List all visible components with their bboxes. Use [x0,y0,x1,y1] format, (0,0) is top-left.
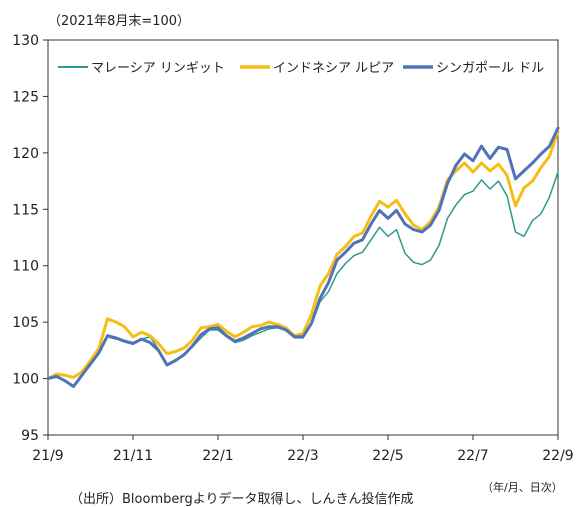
y-tick-label: 95 [21,428,39,444]
x-tick-label: 21/11 [113,448,153,464]
x-axis-unit: （年/月、日次） [482,481,563,494]
x-tick-label: 22/5 [372,448,403,464]
x-tick-label: 22/9 [542,448,573,464]
legend-label: インドネシア ルピア [273,61,394,76]
plot-frame [47,39,559,436]
y-tick-label: 100 [12,372,39,388]
source-note: （出所）Bloombergよりデータ取得し、しんきん投信作成 [70,492,414,507]
series-line-3 [46,126,560,388]
x-tick-label: 21/9 [32,448,63,464]
series-line-1 [47,171,559,388]
y-tick-label: 125 [12,89,39,105]
series-line-2 [46,129,560,381]
y-tick-label: 115 [12,202,39,218]
x-tick-label: 22/7 [457,448,488,464]
y-tick-label: 105 [12,315,39,331]
legend-label: マレーシア リンギット [91,61,225,76]
y-tick-label: 120 [12,146,39,162]
x-tick-label: 22/1 [202,448,233,464]
y-tick-label: 110 [12,259,39,275]
legend-label: シンガポール ドル [436,61,544,76]
y-tick-label: 130 [12,33,39,49]
unit-note: （2021年8月末=100） [48,14,191,29]
x-tick-label: 22/3 [287,448,318,464]
